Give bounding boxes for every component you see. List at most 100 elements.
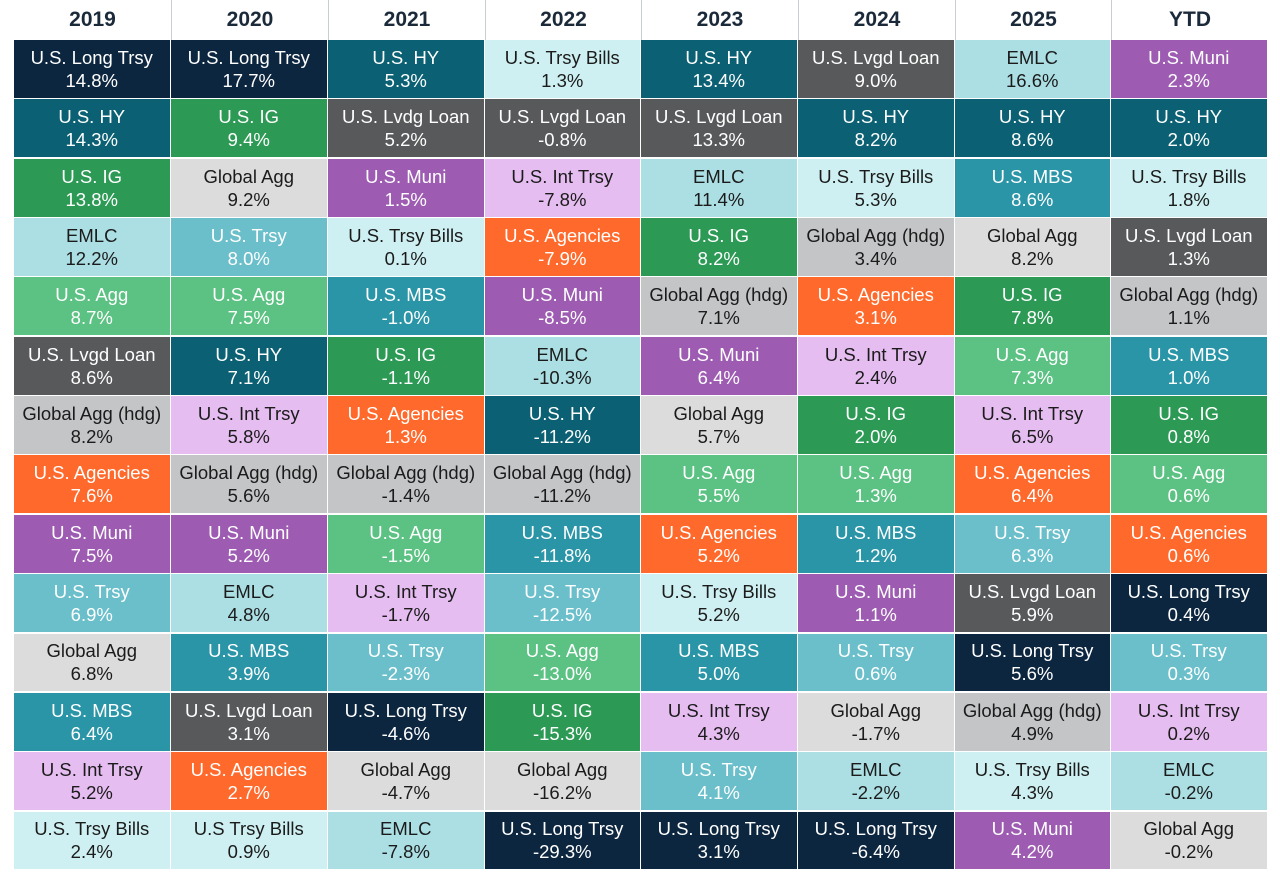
cell-asset-label: U.S. Int Trsy xyxy=(667,699,770,721)
quilt-cell-2023-10: U.S. Trsy Bills 5.2% xyxy=(641,574,797,632)
quilt-cell-2024-4: Global Agg (hdg) 3.4% xyxy=(798,218,954,276)
cell-asset-label: U.S. Trsy Bills xyxy=(818,165,934,187)
cell-asset-label: EMLC xyxy=(1163,759,1215,781)
quilt-cell-2021-8: Global Agg (hdg) -1.4% xyxy=(328,455,484,514)
quilt-cell-2024-6: U.S. Int Trsy 2.4% xyxy=(798,336,954,395)
cell-return-value: -6.4% xyxy=(851,841,900,863)
quilt-cell-2021-2: U.S. Lvdg Loan 5.2% xyxy=(328,99,484,158)
cell-asset-label: U.S. Lvdg Loan xyxy=(341,106,470,128)
cell-asset-label: U.S. HY xyxy=(685,46,753,68)
cell-asset-label: U.S. MBS xyxy=(991,165,1073,187)
quilt-cell-2023-1: U.S. HY 13.4% xyxy=(641,40,797,98)
quilt-cell-2020-10: EMLC 4.8% xyxy=(171,574,327,632)
cell-asset-label: U.S. Muni xyxy=(365,165,447,187)
cell-return-value: 1.3% xyxy=(1167,247,1210,269)
quilt-cell-2025-6: U.S. Agg 7.3% xyxy=(955,336,1110,395)
column-header-2023: 2023 xyxy=(641,0,798,40)
quilt-cell-2025-4: Global Agg 8.2% xyxy=(955,218,1110,276)
cell-return-value: 2.4% xyxy=(70,841,113,863)
cell-asset-label: Global Agg (hdg) xyxy=(962,699,1102,721)
cell-asset-label: U.S. Agg xyxy=(839,462,913,484)
cell-asset-label: U.S. Trsy xyxy=(210,224,287,246)
quilt-cell-2024-3: U.S. Trsy Bills 5.3% xyxy=(798,158,954,217)
quilt-cell-2020-14: U.S Trsy Bills 0.9% xyxy=(171,811,327,870)
cell-return-value: 0.6% xyxy=(1167,485,1210,507)
cell-asset-label: U.S. Long Trsy xyxy=(814,818,937,840)
quilt-cell-2019-12: U.S. MBS 6.4% xyxy=(14,692,170,751)
cell-asset-label: U.S. Trsy Bills xyxy=(34,818,150,840)
cell-return-value: 4.8% xyxy=(227,604,270,626)
quilt-cell-2020-12: U.S. Lvgd Loan 3.1% xyxy=(171,692,327,751)
quilt-cell-2022-4: U.S. Agencies -7.9% xyxy=(485,218,640,276)
cell-return-value: 7.5% xyxy=(227,307,270,329)
quilt-cell-2019-5: U.S. Agg 8.7% xyxy=(14,277,170,336)
cell-return-value: -16.2% xyxy=(532,782,592,804)
cell-asset-label: EMLC xyxy=(66,224,118,246)
cell-return-value: -11.8% xyxy=(533,544,591,566)
cell-return-value: 5.0% xyxy=(697,663,740,685)
cell-asset-label: U.S. IG xyxy=(531,699,593,721)
cell-return-value: 5.2% xyxy=(697,604,740,626)
quilt-cell-2023-9: U.S. Agencies 5.2% xyxy=(641,514,797,573)
cell-asset-label: U.S. HY xyxy=(528,403,596,425)
cell-asset-label: U.S. Agg xyxy=(995,343,1069,365)
cell-asset-label: U.S. Trsy xyxy=(367,640,444,662)
cell-asset-label: U.S. MBS xyxy=(208,640,290,662)
quilt-cell-2020-5: U.S. Agg 7.5% xyxy=(171,277,327,336)
cell-asset-label: U.S. Lvgd Loan xyxy=(968,581,1097,603)
cell-return-value: 1.1% xyxy=(854,604,897,626)
cell-return-value: 2.0% xyxy=(1167,129,1210,151)
cell-asset-label: U.S. Trsy xyxy=(53,581,130,603)
quilt-cell-2024-8: U.S. Agg 1.3% xyxy=(798,455,954,514)
cell-return-value: 8.2% xyxy=(854,129,897,151)
cell-return-value: 5.2% xyxy=(70,782,113,804)
cell-return-value: 7.3% xyxy=(1011,366,1054,388)
cell-return-value: 12.2% xyxy=(65,247,118,269)
cell-asset-label: U.S. Int Trsy xyxy=(511,165,614,187)
cell-asset-label: U.S. IG xyxy=(1001,284,1063,306)
quilt-cell-2024-2: U.S. HY 8.2% xyxy=(798,99,954,158)
quilt-cell-2025-3: U.S. MBS 8.6% xyxy=(955,158,1110,217)
cell-return-value: -29.3% xyxy=(532,841,592,863)
cell-asset-label: Global Agg (hdg) xyxy=(179,462,319,484)
quilt-cell-2020-1: U.S. Long Trsy 17.7% xyxy=(171,40,327,98)
cell-asset-label: U.S. IG xyxy=(61,165,123,187)
cell-return-value: -11.2% xyxy=(533,485,591,507)
cell-asset-label: U.S. HY xyxy=(372,46,440,68)
cell-asset-label: U.S Trsy Bills xyxy=(193,818,304,840)
cell-asset-label: U.S. Trsy Bills xyxy=(504,46,620,68)
quilt-cell-2019-14: U.S. Trsy Bills 2.4% xyxy=(14,811,170,870)
quilt-cell-2024-13: EMLC -2.2% xyxy=(798,752,954,811)
quilt-cell-2025-12: Global Agg (hdg) 4.9% xyxy=(955,692,1110,751)
cell-return-value: -10.3% xyxy=(532,366,592,388)
cell-return-value: 6.8% xyxy=(70,663,113,685)
quilt-cell-2021-10: U.S. Int Trsy -1.7% xyxy=(328,574,484,632)
cell-return-value: 0.8% xyxy=(1167,426,1210,448)
cell-return-value: 3.1% xyxy=(854,307,897,329)
cell-return-value: -1.0% xyxy=(381,307,430,329)
quilt-cell-2020-4: U.S. Trsy 8.0% xyxy=(171,218,327,276)
cell-asset-label: U.S. Muni xyxy=(991,818,1073,840)
cell-asset-label: U.S. Lvgd Loan xyxy=(811,46,940,68)
cell-return-value: 9.4% xyxy=(227,129,270,151)
cell-asset-label: U.S. Agencies xyxy=(33,462,150,484)
cell-return-value: -0.2% xyxy=(1164,782,1213,804)
cell-return-value: 1.8% xyxy=(1167,188,1210,210)
cell-return-value: -1.7% xyxy=(381,604,430,626)
cell-asset-label: U.S. Agencies xyxy=(347,403,464,425)
cell-return-value: 8.6% xyxy=(1011,188,1054,210)
cell-asset-label: Global Agg xyxy=(203,165,294,187)
quilt-cell-2022-14: U.S. Long Trsy -29.3% xyxy=(485,811,640,870)
cell-return-value: 1.5% xyxy=(384,188,427,210)
cell-return-value: 4.3% xyxy=(1011,782,1054,804)
cell-asset-label: U.S. Agg xyxy=(55,284,129,306)
cell-asset-label: U.S. HY xyxy=(215,343,283,365)
cell-return-value: 5.3% xyxy=(854,188,897,210)
cell-asset-label: U.S. Muni xyxy=(678,343,760,365)
cell-asset-label: U.S. Agg xyxy=(1152,462,1226,484)
quilt-cell-2024-14: U.S. Long Trsy -6.4% xyxy=(798,811,954,870)
quilt-cell-2021-1: U.S. HY 5.3% xyxy=(328,40,484,98)
cell-asset-label: U.S. Agg xyxy=(369,521,443,543)
quilt-cell-2025-8: U.S. Agencies 6.4% xyxy=(955,455,1110,514)
cell-return-value: 8.6% xyxy=(70,366,113,388)
